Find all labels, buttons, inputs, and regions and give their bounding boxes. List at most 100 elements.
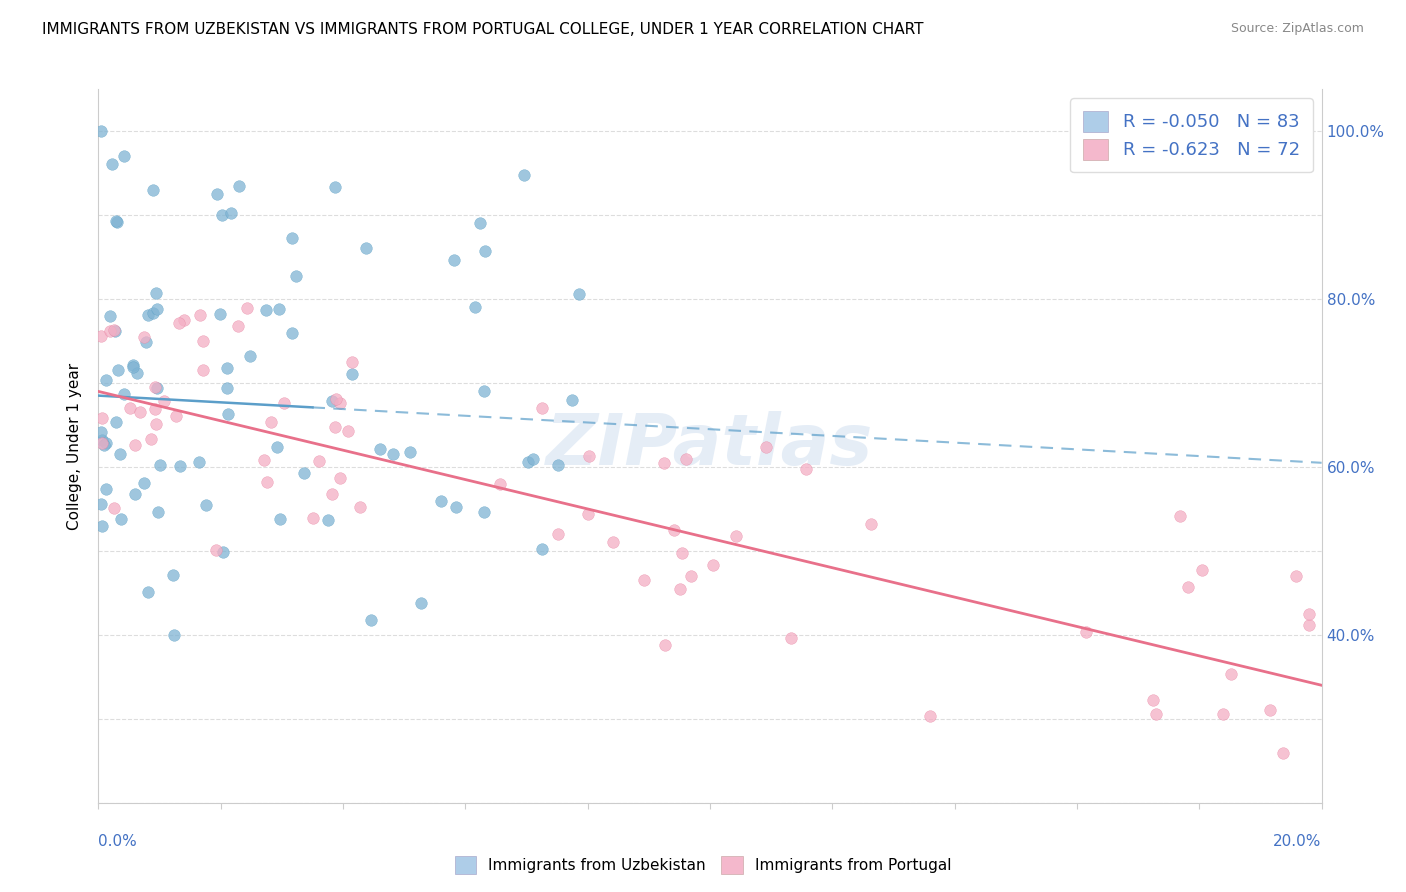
- Point: [531, 401, 554, 415]
- Point: [236, 301, 259, 315]
- Point: [122, 359, 145, 374]
- Point: [576, 507, 599, 521]
- Point: [269, 301, 291, 316]
- Point: [513, 168, 536, 182]
- Point: [329, 396, 352, 410]
- Point: [780, 632, 803, 646]
- Point: [321, 394, 343, 409]
- Point: [675, 451, 697, 466]
- Point: [104, 324, 127, 338]
- Point: [146, 380, 169, 394]
- Point: [135, 334, 157, 349]
- Point: [90, 328, 112, 343]
- Point: [269, 512, 291, 526]
- Point: [702, 558, 724, 572]
- Point: [281, 326, 304, 340]
- Point: [342, 355, 364, 369]
- Point: [173, 313, 195, 327]
- Point: [188, 455, 211, 469]
- Point: [602, 535, 624, 549]
- Point: [94, 483, 117, 497]
- Point: [285, 268, 308, 283]
- Point: [325, 392, 347, 406]
- Point: [794, 462, 817, 476]
- Point: [1191, 563, 1213, 577]
- Point: [162, 568, 184, 582]
- Point: [112, 149, 135, 163]
- Point: [127, 366, 149, 380]
- Point: [142, 306, 165, 320]
- Point: [547, 458, 569, 472]
- Point: [205, 187, 228, 202]
- Point: [208, 307, 231, 321]
- Point: [105, 215, 128, 229]
- Point: [654, 638, 676, 652]
- Point: [430, 493, 453, 508]
- Text: Source: ZipAtlas.com: Source: ZipAtlas.com: [1230, 22, 1364, 36]
- Point: [226, 318, 249, 333]
- Point: [139, 432, 162, 446]
- Point: [337, 424, 360, 438]
- Point: [266, 441, 288, 455]
- Point: [239, 349, 262, 363]
- Point: [399, 445, 422, 459]
- Point: [323, 420, 346, 434]
- Point: [103, 500, 125, 515]
- Point: [103, 323, 125, 337]
- Text: 20.0%: 20.0%: [1274, 834, 1322, 849]
- Point: [104, 213, 127, 227]
- Point: [260, 415, 283, 429]
- Point: [134, 476, 156, 491]
- Point: [411, 596, 433, 610]
- Point: [302, 511, 325, 525]
- Point: [98, 324, 121, 338]
- Point: [443, 253, 465, 268]
- Point: [142, 183, 165, 197]
- Point: [165, 409, 187, 423]
- Point: [124, 487, 146, 501]
- Point: [90, 433, 112, 447]
- Point: [93, 437, 115, 451]
- Point: [281, 231, 304, 245]
- Point: [349, 500, 371, 514]
- Point: [143, 401, 166, 416]
- Point: [254, 302, 277, 317]
- Point: [547, 526, 569, 541]
- Point: [325, 180, 347, 194]
- Point: [1298, 607, 1320, 622]
- Point: [273, 396, 295, 410]
- Point: [149, 458, 172, 472]
- Point: [134, 329, 156, 343]
- Point: [136, 308, 159, 322]
- Point: [219, 206, 242, 220]
- Point: [195, 499, 218, 513]
- Point: [1271, 747, 1294, 761]
- Point: [122, 358, 145, 372]
- Point: [860, 516, 883, 531]
- Point: [108, 447, 131, 461]
- Legend: Immigrants from Uzbekistan, Immigrants from Portugal: Immigrants from Uzbekistan, Immigrants f…: [449, 850, 957, 880]
- Point: [98, 309, 121, 323]
- Point: [215, 361, 238, 376]
- Point: [662, 523, 685, 537]
- Point: [1298, 618, 1320, 632]
- Point: [90, 123, 112, 137]
- Point: [1168, 508, 1191, 523]
- Point: [124, 438, 146, 452]
- Point: [633, 573, 655, 587]
- Text: ZIPatlas: ZIPatlas: [547, 411, 873, 481]
- Point: [143, 380, 166, 394]
- Point: [146, 506, 169, 520]
- Point: [1219, 667, 1241, 681]
- Point: [652, 456, 675, 470]
- Point: [91, 436, 114, 450]
- Point: [91, 411, 114, 425]
- Point: [228, 178, 250, 193]
- Point: [472, 384, 495, 399]
- Point: [360, 613, 382, 627]
- Point: [120, 401, 142, 415]
- Point: [382, 447, 405, 461]
- Point: [578, 450, 600, 464]
- Point: [128, 405, 150, 419]
- Text: IMMIGRANTS FROM UZBEKISTAN VS IMMIGRANTS FROM PORTUGAL COLLEGE, UNDER 1 YEAR COR: IMMIGRANTS FROM UZBEKISTAN VS IMMIGRANTS…: [42, 22, 924, 37]
